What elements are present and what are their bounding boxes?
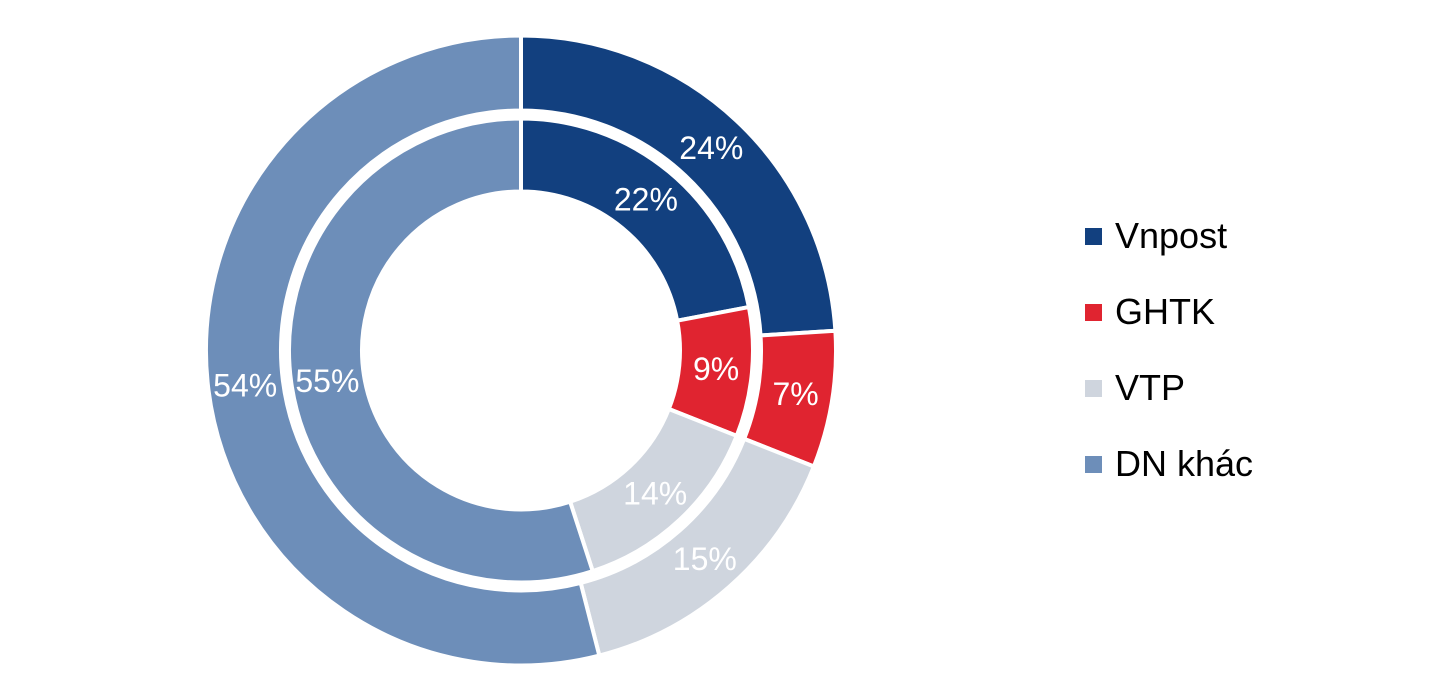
legend-swatch-vtp	[1085, 379, 1102, 397]
legend-swatch-dn-khac	[1085, 455, 1102, 473]
donut-inner-segment-vnpost	[519, 116, 752, 324]
donut-inner-label-dn-khac: 55%	[295, 363, 359, 399]
donut-outer-label-vtp: 15%	[673, 541, 737, 577]
legend-item-vnpost: Vnpost	[1085, 213, 1253, 259]
donut-outer-label-ghtk: 7%	[772, 376, 818, 412]
legend-item-dn-khac: DN khác	[1085, 441, 1253, 487]
legend-swatch-ghtk	[1085, 303, 1102, 321]
legend-label-vtp: VTP	[1115, 367, 1186, 408]
legend-label-dn-khac: DN khác	[1115, 443, 1254, 484]
donut-outer-label-vnpost: 24%	[679, 130, 743, 166]
donut-inner-label-vnpost: 22%	[614, 182, 678, 218]
legend-label-ghtk: GHTK	[1115, 291, 1216, 332]
legend-item-vtp: VTP	[1085, 365, 1253, 411]
donut-inner-label-vtp: 14%	[623, 475, 687, 511]
donut-outer-segment-dn-khac	[204, 33, 602, 668]
legend-label-vnpost: Vnpost	[1115, 215, 1228, 256]
legend-swatch-vnpost	[1085, 227, 1102, 245]
donut-inner-label-ghtk: 9%	[693, 351, 739, 387]
donut-inner-segment-dn-khac	[287, 116, 596, 585]
donut-outer-label-dn-khac: 54%	[213, 367, 277, 403]
legend: Vnpost GHTK VTP DN khác	[1085, 213, 1253, 517]
legend-item-ghtk: GHTK	[1085, 289, 1253, 335]
